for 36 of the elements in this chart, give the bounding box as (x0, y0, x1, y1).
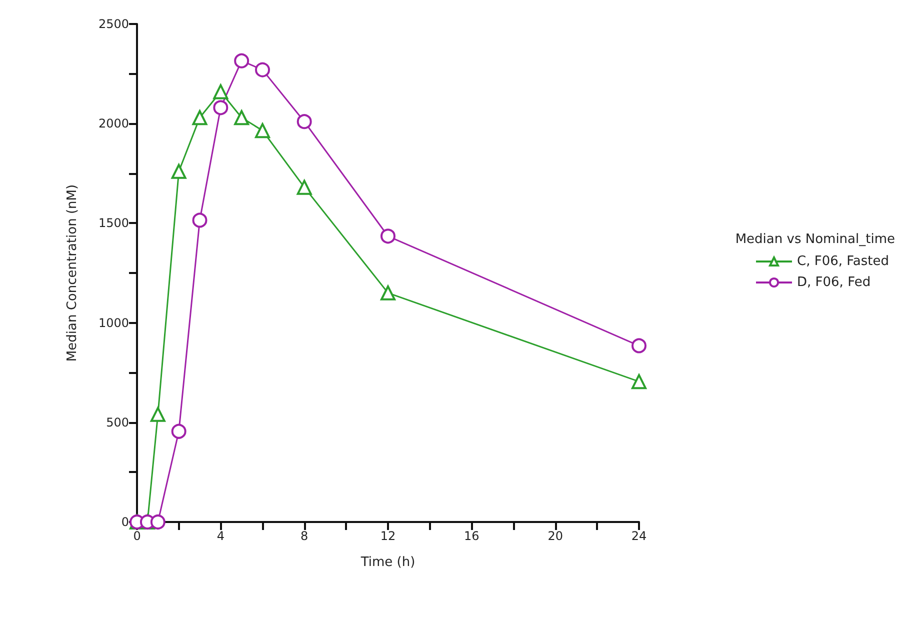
y-tick-label: 1000 (98, 316, 129, 330)
x-axis-title: Time (h) (360, 555, 416, 570)
point (150, 406, 166, 422)
y-tick-label: 0 (121, 515, 129, 529)
y-axis-title: Median Concentration (nM) (65, 184, 80, 362)
x-tick-label: 20 (548, 529, 563, 543)
legend-title: Median vs Nominal_time (735, 232, 895, 247)
point (192, 212, 208, 228)
point (255, 123, 270, 138)
point (296, 180, 312, 195)
point (632, 338, 646, 354)
point (380, 228, 396, 244)
point (255, 62, 270, 78)
x-tick-label: 0 (133, 529, 141, 543)
point (150, 514, 166, 530)
legend-label: C, F06, Fasted (797, 254, 890, 269)
y-tick-label: 2500 (98, 17, 129, 31)
point (380, 285, 396, 300)
point (192, 110, 208, 126)
point (632, 374, 646, 390)
x-tick-label: 24 (631, 529, 647, 543)
point (234, 110, 250, 126)
y-tick-label: 500 (106, 415, 129, 430)
point (213, 84, 228, 100)
point (171, 424, 186, 439)
point (171, 164, 186, 179)
point (213, 100, 228, 116)
x-tick-label: 4 (216, 529, 224, 543)
x-tick-label: 12 (380, 529, 396, 543)
point (296, 114, 312, 130)
y-tick-label: 1500 (98, 216, 129, 230)
legend-label: D, F06, Fed (797, 275, 871, 290)
y-tick-label: 2000 (98, 116, 129, 131)
x-tick-label: 16 (464, 529, 480, 543)
point (234, 53, 250, 68)
x-tick-label: 8 (300, 529, 308, 543)
